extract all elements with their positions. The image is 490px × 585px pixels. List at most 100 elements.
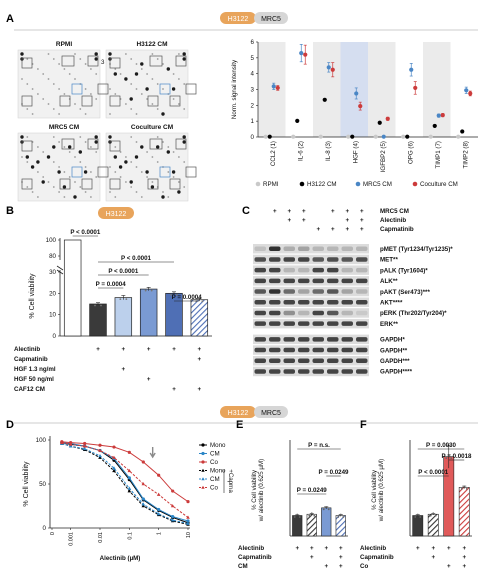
curve (61, 443, 189, 525)
array-spot (156, 83, 159, 85)
treatment-sign: + (172, 386, 176, 393)
replicate-point (325, 505, 328, 508)
array-spot (31, 113, 34, 115)
bar (321, 507, 332, 537)
band (269, 358, 281, 363)
band-label: GAPDH**** (380, 369, 413, 376)
band (283, 369, 295, 374)
treatment-sign: + (302, 208, 306, 215)
data-point (82, 444, 87, 448)
replicate-point (419, 516, 422, 518)
legend-label: Mono (210, 468, 226, 475)
band (254, 289, 266, 294)
legend-marker (201, 460, 205, 464)
legend-label: Co (210, 459, 218, 466)
legend-marker (201, 451, 205, 456)
array-spot (130, 83, 133, 85)
array-spot (26, 83, 29, 85)
array-spot (172, 176, 175, 178)
array-spot (52, 83, 55, 85)
array-spot (37, 196, 39, 198)
blot-strip (253, 297, 369, 307)
array-spot (182, 57, 186, 61)
chart-f-co-viability: % Cell viability w/ alectinib (0.625 µM) P… (360, 440, 472, 570)
array-spot (84, 191, 87, 193)
h3122-pill-mid-label: H3122 (228, 410, 249, 417)
bar (139, 288, 158, 337)
data-point (156, 512, 161, 516)
array-spot (113, 155, 118, 159)
treatment-sign: + (360, 208, 364, 215)
band (269, 267, 281, 273)
band (283, 289, 295, 294)
replicate-point (327, 508, 330, 511)
pvalue-label: P = 0.0004 (172, 294, 203, 301)
panel-letter-d: D (6, 419, 14, 431)
replicate-point (447, 454, 450, 457)
treatment-sign: + (360, 226, 364, 233)
mrc5-pill-mid-label: MRC5 (261, 410, 281, 417)
legend-label: Co (210, 485, 218, 492)
array-spot (125, 103, 127, 105)
array-highlight-box (21, 57, 33, 69)
data-point (456, 134, 461, 139)
y-axis-label: Norm. signal intensity (231, 59, 238, 119)
array-spot (167, 171, 170, 173)
pvalue-label: P = 0.0249 (297, 487, 328, 494)
array-highlight-box (21, 95, 33, 107)
legend-label: CM (210, 476, 220, 483)
legend-marker (299, 181, 305, 187)
band (298, 369, 310, 374)
band-label: AKT**** (380, 300, 403, 307)
array-highlight-box (159, 166, 171, 178)
array-spot (156, 145, 160, 149)
data-point (156, 492, 161, 496)
array-spot (79, 136, 82, 138)
band (254, 347, 266, 353)
treatment-sign: + (345, 226, 349, 233)
array-spot (156, 136, 159, 138)
array-highlight-box (109, 95, 121, 107)
x-tick-label: 1 (157, 532, 163, 535)
band (312, 267, 324, 273)
array-spot (31, 88, 34, 90)
x-axis-label: Alectinib (µM) (100, 555, 141, 562)
treatment-label: Alectinib (14, 346, 40, 353)
array-spot (31, 191, 34, 193)
y-tick-label: 5 (251, 55, 255, 62)
x-tick-label: 0.001 (69, 532, 75, 546)
category-band (340, 42, 368, 137)
treatment-sign: + (198, 386, 202, 393)
band (283, 321, 295, 326)
data-point (141, 504, 146, 508)
array-highlight-box (59, 178, 71, 190)
data-point (127, 468, 132, 473)
replicate-point (308, 514, 311, 517)
band (327, 310, 339, 316)
array-spot (90, 196, 92, 198)
array-highlight-box (71, 166, 83, 178)
treatment-sign: + (302, 217, 306, 224)
band (283, 300, 295, 305)
array-spot (52, 145, 56, 149)
data-point (322, 97, 327, 102)
treatment-label: MRC5 CM (380, 208, 409, 215)
band (327, 267, 339, 273)
y-tick-label: 100 (46, 237, 57, 244)
array-spot (146, 151, 149, 153)
replicate-point (445, 457, 448, 460)
treatment-label: Alectinib (238, 545, 264, 552)
mrc5-pill (254, 12, 288, 24)
blot-strip (253, 356, 369, 366)
array-highlight-box (81, 178, 93, 190)
data-point (127, 476, 131, 480)
data-point (267, 134, 272, 139)
replicate-point (310, 512, 313, 515)
array-spot (52, 108, 55, 110)
array-spot (62, 185, 67, 189)
treatment-sign: + (339, 545, 343, 552)
array-spot (52, 186, 55, 188)
band (254, 278, 266, 284)
band (269, 321, 281, 326)
array-spot (183, 83, 186, 85)
